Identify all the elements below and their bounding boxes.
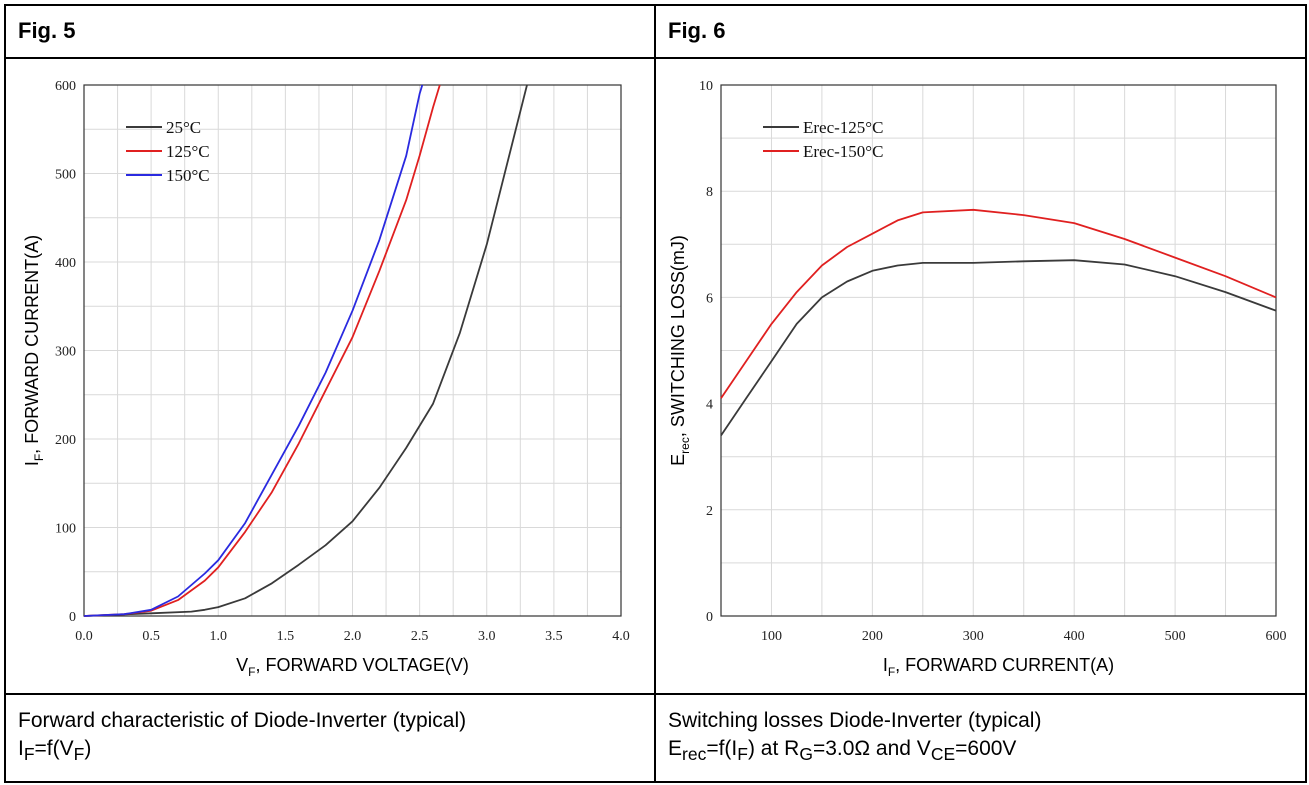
series-line-2 bbox=[83, 84, 441, 618]
x-tick-label: 4.0 bbox=[612, 629, 630, 644]
x-tick-label: 1.5 bbox=[277, 629, 295, 644]
fig6-caption-title: Switching losses Diode-Inverter (typical… bbox=[668, 708, 1042, 732]
formula-part: ) bbox=[84, 736, 92, 760]
x-axis-label-sub: F bbox=[888, 665, 895, 679]
series-line-3 bbox=[83, 84, 424, 618]
formula-sub: G bbox=[799, 743, 813, 764]
x-tick-label: 3.0 bbox=[478, 629, 496, 644]
x-tick-label: 200 bbox=[862, 629, 883, 644]
fig6-caption-cell: Switching losses Diode-Inverter (typical… bbox=[654, 692, 1307, 784]
fig5-caption-cell: Forward characteristic of Diode-Inverter… bbox=[4, 692, 656, 784]
fig5-header-cell: Fig. 5 bbox=[4, 3, 656, 60]
fig5-caption-formula: IF=f(VF) bbox=[18, 735, 654, 768]
formula-part: E bbox=[668, 736, 683, 760]
formula-sub: CE bbox=[930, 743, 956, 764]
plot-frame bbox=[720, 84, 1277, 617]
x-tick-label: 2.5 bbox=[411, 629, 429, 644]
series-line-2 bbox=[720, 209, 1277, 399]
series-line-1 bbox=[720, 259, 1277, 437]
y-axis-label: Erec, SWITCHING LOSS(mJ) bbox=[668, 235, 692, 466]
fig6-chart: 100 200 300 400 500 600 0 2 4 6 8 10 IF, FORWARD CUR… bbox=[668, 79, 1287, 679]
legend-label: 125°C bbox=[166, 142, 210, 161]
x-tick-label: 0.0 bbox=[75, 629, 93, 644]
x-tick-label: 1.0 bbox=[210, 629, 228, 644]
x-axis-label-rest: , FORWARD VOLTAGE(V) bbox=[256, 655, 469, 675]
y-tick-label: 300 bbox=[55, 345, 76, 360]
x-axis-label-main: V bbox=[236, 655, 248, 675]
y-axis-label-sub: F bbox=[32, 454, 46, 461]
x-axis-label: VF, FORWARD VOLTAGE(V) bbox=[236, 655, 469, 679]
y-tick-label: 100 bbox=[55, 522, 76, 537]
x-axis-label-main: I bbox=[883, 655, 888, 675]
y-tick-label: 10 bbox=[699, 79, 713, 94]
figure-table: Fig. 5 Fig. 6 0.0 0.5 1.0 1.5 2.0 2.5 3.0 3.5 4.… bbox=[4, 3, 1307, 784]
x-axis-label-rest: , FORWARD CURRENT(A) bbox=[895, 655, 1114, 675]
y-axis-label-main: E bbox=[668, 454, 688, 466]
y-tick-label: 6 bbox=[706, 292, 713, 307]
y-tick-label: 0 bbox=[706, 610, 713, 625]
plot-frame bbox=[83, 84, 622, 617]
legend: 25°C 125°C 150°C bbox=[126, 118, 210, 185]
x-axis-label: IF, FORWARD CURRENT(A) bbox=[883, 655, 1114, 679]
y-tick-label: 500 bbox=[55, 168, 76, 183]
formula-part: =600V bbox=[955, 736, 1017, 760]
fig5-caption-title: Forward characteristic of Diode-Inverter… bbox=[18, 708, 467, 732]
x-tick-label: 100 bbox=[761, 629, 782, 644]
x-tick-label: 300 bbox=[963, 629, 984, 644]
fig5-chart-cell: 0.0 0.5 1.0 1.5 2.0 2.5 3.0 3.5 4.0 0 100 200 300 400… bbox=[4, 57, 656, 695]
formula-part: ) at R bbox=[747, 736, 800, 760]
formula-part: =f(I bbox=[706, 736, 738, 760]
y-axis-label: IF, FORWARD CURRENT(A) bbox=[22, 235, 46, 466]
fig6-header-cell: Fig. 6 bbox=[654, 3, 1307, 60]
legend-label: 25°C bbox=[166, 118, 201, 137]
fig5-chart: 0.0 0.5 1.0 1.5 2.0 2.5 3.0 3.5 4.0 0 100 200 300 400… bbox=[22, 79, 630, 679]
x-tick-label: 2.0 bbox=[344, 629, 362, 644]
y-tick-label: 200 bbox=[55, 433, 76, 448]
y-tick-label: 0 bbox=[69, 610, 76, 625]
x-tick-label: 400 bbox=[1064, 629, 1085, 644]
formula-sub: F bbox=[23, 743, 35, 764]
x-tick-label: 3.5 bbox=[545, 629, 563, 644]
y-axis-label-rest: , SWITCHING LOSS(mJ) bbox=[668, 235, 688, 437]
fig6-chart-cell: 100 200 300 400 500 600 0 2 4 6 8 10 IF, FORWARD CUR… bbox=[654, 57, 1307, 695]
y-axis-label-main: I bbox=[22, 461, 42, 466]
y-tick-label: 600 bbox=[55, 79, 76, 94]
x-tick-label: 0.5 bbox=[142, 629, 160, 644]
formula-part: =3.0Ω and V bbox=[812, 736, 931, 760]
legend-label: Erec-125°C bbox=[803, 118, 883, 137]
formula-sub: F bbox=[737, 743, 748, 764]
grid bbox=[720, 84, 1277, 617]
x-axis-label-sub: F bbox=[248, 665, 255, 679]
y-tick-label: 400 bbox=[55, 256, 76, 271]
formula-sub: F bbox=[73, 743, 85, 764]
y-tick-label: 2 bbox=[706, 504, 713, 519]
fig6-caption-formula: Erec=f(IF) at RG=3.0Ω and VCE=600V bbox=[668, 735, 1305, 768]
formula-part: I bbox=[18, 736, 24, 760]
grid bbox=[83, 84, 622, 617]
series-line-1 bbox=[83, 84, 528, 618]
legend-label: 150°C bbox=[166, 166, 210, 185]
formula-sub: rec bbox=[682, 743, 707, 764]
fig6-label: Fig. 6 bbox=[668, 18, 726, 43]
formula-part: =f(V bbox=[34, 736, 74, 760]
legend-label: Erec-150°C bbox=[803, 142, 883, 161]
y-tick-label: 8 bbox=[706, 185, 713, 200]
legend: Erec-125°C Erec-150°C bbox=[763, 118, 883, 161]
x-tick-label: 500 bbox=[1165, 629, 1186, 644]
x-tick-label: 600 bbox=[1266, 629, 1287, 644]
y-axis-label-rest: , FORWARD CURRENT(A) bbox=[22, 235, 42, 454]
y-tick-label: 4 bbox=[706, 398, 713, 413]
fig5-label: Fig. 5 bbox=[18, 18, 76, 43]
y-axis-label-sub: rec bbox=[678, 437, 692, 454]
